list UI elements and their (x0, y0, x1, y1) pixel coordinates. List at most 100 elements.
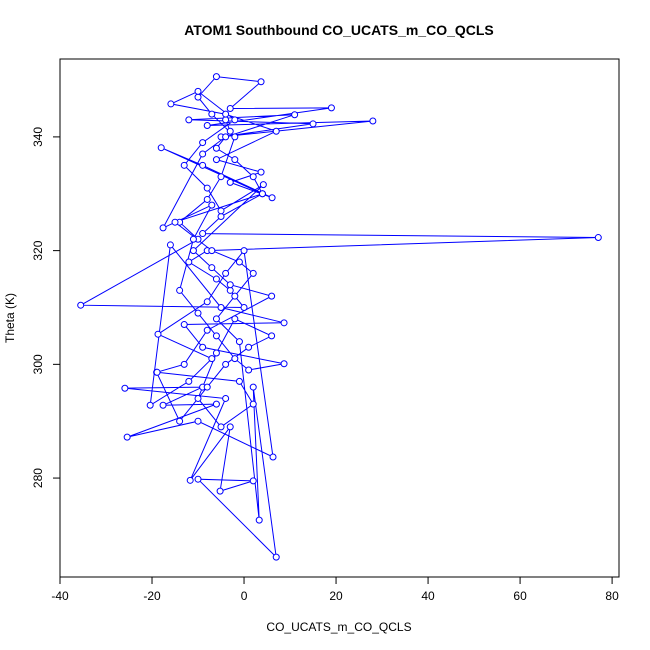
data-point (222, 110, 230, 118)
data-point (208, 110, 216, 118)
data-point (226, 286, 234, 294)
data-point (180, 360, 188, 368)
data-point (226, 104, 234, 112)
data-point (194, 475, 202, 483)
data-point (199, 343, 207, 351)
data-point (189, 247, 197, 255)
data-point (203, 298, 211, 306)
data-point (77, 301, 85, 309)
data-point (231, 133, 239, 141)
data-point (258, 190, 266, 198)
data-point (231, 355, 239, 363)
data-point (280, 360, 288, 368)
data-point (208, 247, 216, 255)
data-point (291, 111, 299, 119)
data-point (203, 122, 211, 130)
data-point (249, 477, 257, 485)
data-point (199, 150, 207, 158)
data-point (185, 258, 193, 266)
data-point (212, 349, 220, 357)
data-point (167, 100, 175, 108)
data-point (309, 120, 317, 128)
data-point (249, 173, 257, 181)
data-point (249, 269, 257, 277)
data-point (171, 218, 179, 226)
data-point (222, 360, 230, 368)
x-tick-label: 0 (241, 589, 248, 603)
data-point (212, 400, 220, 408)
data-point (272, 127, 280, 135)
data-point (185, 377, 193, 385)
data-point (245, 366, 253, 374)
data-point (159, 401, 167, 409)
data-point (231, 315, 239, 323)
data-point (235, 258, 243, 266)
data-point (222, 116, 230, 124)
data-point (226, 178, 234, 186)
data-point (203, 195, 211, 203)
data-point (185, 116, 193, 124)
x-axis-label: CO_UCATS_m_CO_QCLS (266, 620, 411, 634)
x-tick-label: 40 (421, 589, 435, 603)
data-point (231, 292, 239, 300)
data-point (199, 161, 207, 169)
data-point (146, 401, 154, 409)
data-point (199, 139, 207, 147)
data-point (240, 247, 248, 255)
data-point (217, 303, 225, 311)
x-tick-label: 60 (513, 589, 527, 603)
data-point (327, 104, 335, 112)
y-tick-label: 320 (31, 240, 45, 260)
data-point (231, 116, 239, 124)
data-point (272, 553, 280, 561)
data-point (217, 423, 225, 431)
x-tick-label: 20 (329, 589, 343, 603)
data-point (222, 133, 230, 141)
data-point (194, 87, 202, 95)
data-point (180, 321, 188, 329)
data-point (208, 264, 216, 272)
data-point (194, 309, 202, 317)
data-point (245, 343, 253, 351)
data-point (222, 269, 230, 277)
data-point (268, 332, 276, 340)
data-point (212, 275, 220, 283)
x-tick-label: -40 (51, 589, 69, 603)
data-point (217, 207, 225, 215)
data-point (269, 453, 277, 461)
data-point (249, 383, 257, 391)
data-point (268, 194, 276, 202)
data-point (268, 292, 276, 300)
y-tick-label: 300 (31, 354, 45, 374)
data-point (203, 184, 211, 192)
data-point (217, 173, 225, 181)
x-tick-label: -20 (143, 589, 161, 603)
data-point (189, 235, 197, 243)
data-point (123, 433, 131, 441)
y-tick-label: 280 (31, 468, 45, 488)
data-point (199, 230, 207, 238)
data-point (216, 487, 224, 495)
data-point (212, 73, 220, 81)
data-point (369, 117, 377, 125)
data-point (194, 93, 202, 101)
data-point (280, 319, 288, 327)
data-point (159, 224, 167, 232)
chart-title: ATOM1 Southbound CO_UCATS_m_CO_QCLS (184, 22, 494, 38)
data-point (226, 127, 234, 135)
y-axis-label: Theta (K) (3, 293, 17, 343)
data-point (176, 417, 184, 425)
data-point (203, 326, 211, 334)
data-point (212, 315, 220, 323)
data-point (176, 286, 184, 294)
data-point (166, 241, 174, 249)
plot-frame (59, 58, 620, 578)
data-point (235, 377, 243, 385)
data-point (186, 476, 194, 484)
data-point (259, 181, 267, 189)
data-point (208, 355, 216, 363)
data-point (249, 400, 257, 408)
data-point (257, 78, 265, 86)
data-point (203, 383, 211, 391)
data-point (121, 384, 129, 392)
